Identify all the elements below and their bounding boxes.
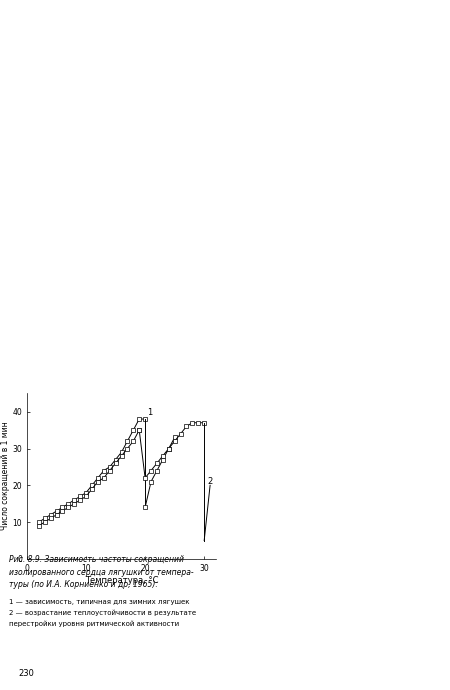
Text: 230: 230	[18, 669, 34, 678]
Text: изолированного сердца лягушки от темпера-: изолированного сердца лягушки от темпера…	[9, 568, 194, 577]
Text: 1 — зависимость, типичная для зимних лягушек: 1 — зависимость, типичная для зимних ляг…	[9, 599, 189, 604]
Y-axis label: Число сокращений в 1 мин: Число сокращений в 1 мин	[0, 422, 9, 531]
Text: перестройки уровня ритмической активности: перестройки уровня ритмической активност…	[9, 620, 179, 627]
Text: Рис. 8.9. Зависимость частоты сокращений: Рис. 8.9. Зависимость частоты сокращений	[9, 555, 184, 564]
Text: 2 — возрастание теплоустойчивости в результате: 2 — возрастание теплоустойчивости в резу…	[9, 609, 196, 615]
X-axis label: Температура, °C: Температура, °C	[85, 575, 158, 584]
Text: туры (по И.А. Корниенко и др, 1965):: туры (по И.А. Корниенко и др, 1965):	[9, 580, 158, 589]
Text: 1: 1	[147, 408, 152, 417]
Text: 2: 2	[207, 477, 212, 486]
